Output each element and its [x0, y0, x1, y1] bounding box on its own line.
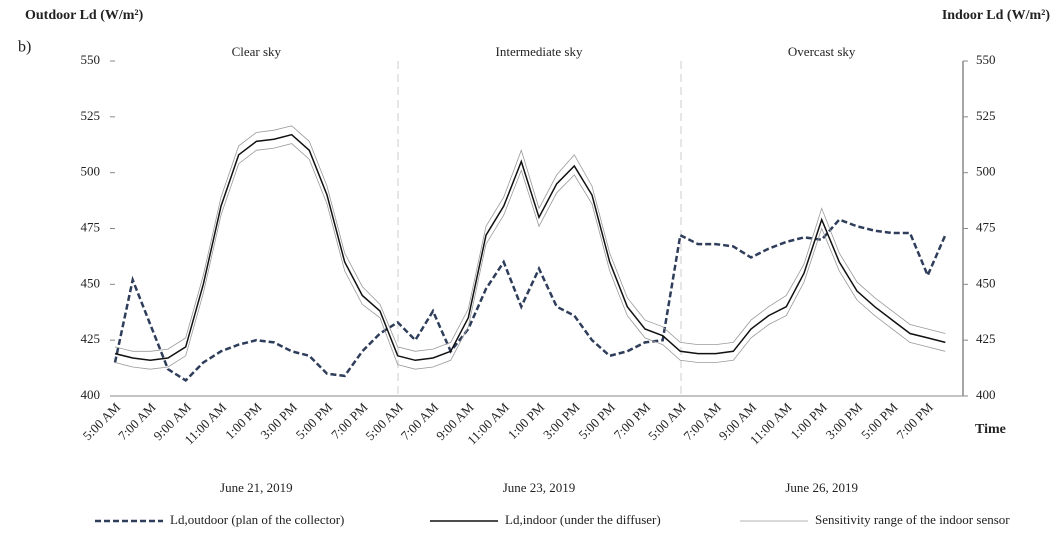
y2-tick-label: 525 — [976, 108, 996, 123]
x-tick-label: 5:00 PM — [575, 399, 618, 442]
x-tick-label: 5:00 PM — [858, 399, 901, 442]
x-tick-label: 7:00 AM — [398, 399, 442, 443]
x-axis-title: Time — [975, 422, 1006, 437]
day-label: June 26, 2019 — [785, 480, 858, 495]
legend-label: Ld,outdoor (plan of the collector) — [170, 512, 344, 527]
x-tick-label: 7:00 PM — [893, 399, 936, 442]
y2-tick-label: 475 — [976, 219, 996, 234]
x-tick-label: 5:00 AM — [80, 399, 124, 443]
sky-annotation: Clear sky — [232, 44, 282, 59]
day-label: June 21, 2019 — [220, 480, 293, 495]
x-tick-label: 5:00 AM — [362, 399, 406, 443]
y2-tick-label: 550 — [976, 52, 996, 67]
x-tick-label: 7:00 AM — [115, 399, 159, 443]
y2-axis-title: Indoor Ld (W/m²) — [942, 8, 1051, 23]
x-tick-label: 3:00 PM — [540, 399, 583, 442]
x-tick-label: 3:00 PM — [257, 399, 300, 442]
y2-tick-label: 400 — [976, 387, 996, 402]
x-tick-label: 7:00 AM — [680, 399, 724, 443]
y2-tick-label: 500 — [976, 164, 996, 179]
legend-label: Sensitivity range of the indoor sensor — [815, 512, 1010, 527]
series-line — [114, 143, 946, 370]
day-label: June 23, 2019 — [503, 480, 576, 495]
x-tick-label: 5:00 PM — [293, 399, 336, 442]
series-line — [114, 125, 946, 352]
series-line — [114, 133, 946, 362]
y2-tick-label: 425 — [976, 331, 996, 346]
y-tick-label: 400 — [81, 387, 101, 402]
x-tick-label: 1:00 PM — [222, 399, 265, 442]
y-tick-label: 525 — [81, 108, 101, 123]
y-tick-label: 550 — [81, 52, 101, 67]
legend-label: Ld,indoor (under the diffuser) — [505, 512, 661, 527]
y-tick-label: 425 — [81, 331, 101, 346]
sky-annotation: Intermediate sky — [496, 44, 583, 59]
x-tick-label: 3:00 PM — [823, 399, 866, 442]
y-tick-label: 500 — [81, 164, 101, 179]
y2-tick-label: 450 — [976, 275, 996, 290]
x-tick-label: 5:00 AM — [645, 399, 689, 443]
y-tick-label: 475 — [81, 219, 101, 234]
x-tick-label: 1:00 PM — [505, 399, 548, 442]
sky-annotation: Overcast sky — [788, 44, 856, 59]
series-line — [113, 218, 947, 382]
y-tick-label: 450 — [81, 275, 101, 290]
y-axis-title: Outdoor Ld (W/m²) — [25, 8, 144, 23]
x-tick-label: 1:00 PM — [787, 399, 830, 442]
panel-label: b) — [18, 39, 31, 56]
